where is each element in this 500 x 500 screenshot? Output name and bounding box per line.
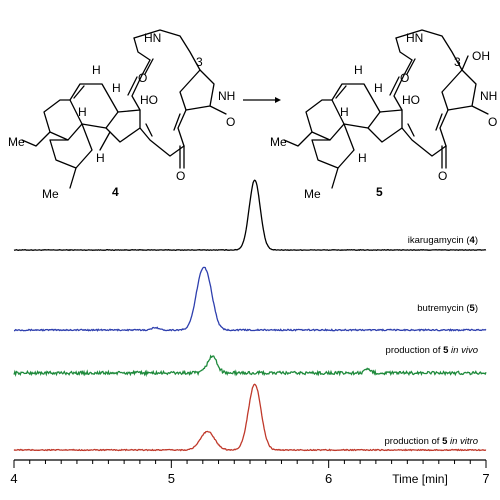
compound-4-amide-o-label: O xyxy=(138,71,147,85)
x-axis: 4 5 6 7 xyxy=(10,459,490,486)
compound-4-me2-label: Me xyxy=(42,187,59,201)
trace-3-label: production of 5 in vivo xyxy=(386,345,478,356)
x-tick-label: 6 xyxy=(325,471,332,486)
trace-4-line xyxy=(13,383,487,452)
compound-5-structure: HN OH NH HO O O O 3 H H H H Me Me 5 xyxy=(270,29,497,201)
trace-4-label: production of 5 in vitro xyxy=(385,436,479,447)
x-tick-label: 5 xyxy=(168,471,175,486)
compound-5-ho-label: HO xyxy=(402,93,420,107)
compound-4-h4-label: H xyxy=(96,151,105,165)
compound-5-oh-label: OH xyxy=(472,49,490,63)
compound-4-h3-label: H xyxy=(78,105,87,119)
trace-2-label: butremycin (5) xyxy=(417,303,478,314)
compound-5-amide-o-label: O xyxy=(400,71,409,85)
compound-5-me1-label: Me xyxy=(270,135,287,149)
compound-4-nh-label: HN xyxy=(144,31,161,45)
x-tick-label: 4 xyxy=(10,471,17,486)
compound-5-me2-label: Me xyxy=(304,187,321,201)
trace-1-label: ikarugamycin (4) xyxy=(408,235,478,246)
compound-4-number: 4 xyxy=(112,185,119,199)
compound-4-me1-label: Me xyxy=(8,135,25,149)
compound-5-c3-label: 3 xyxy=(454,55,461,69)
compound-5-ketone-o-label: O xyxy=(438,169,447,183)
compound-5-h4-label: H xyxy=(358,151,367,165)
compound-4-ring-nh-label: NH xyxy=(218,89,235,103)
trace-3-line xyxy=(13,354,487,378)
compound-4-ring-o-label: O xyxy=(226,115,235,129)
compound-5-h3-label: H xyxy=(340,105,349,119)
compound-4-c3-label: 3 xyxy=(196,55,203,69)
compound-5-h2-label: H xyxy=(354,63,363,77)
trace-labels: ikarugamycin (4) butremycin (5) production… xyxy=(385,235,479,447)
compound-5-ring-o-label: O xyxy=(488,115,497,129)
compound-4-structure: HN NH HO O O O 3 H H H H Me Me 4 xyxy=(8,29,235,201)
compound-4-ho-label: HO xyxy=(140,93,158,107)
compound-4-h2-label: H xyxy=(92,63,101,77)
trace-1-line xyxy=(13,179,487,252)
trace-2-line xyxy=(13,266,487,332)
compound-5-ring-nh-label: NH xyxy=(480,89,497,103)
chromatogram-traces xyxy=(13,179,487,452)
x-axis-title: Time [min] xyxy=(392,472,448,486)
compound-5-number: 5 xyxy=(376,185,383,199)
reaction-arrow xyxy=(243,97,281,103)
compound-5-h1-label: H xyxy=(374,81,383,95)
x-tick-label: 7 xyxy=(482,471,489,486)
compound-5-nh-label: HN xyxy=(406,31,423,45)
compound-4-ketone-o-label: O xyxy=(176,169,185,183)
compound-4-h1-label: H xyxy=(112,81,121,95)
reaction-scheme: HN NH HO O O O 3 H H H H Me Me 4 xyxy=(8,29,497,201)
